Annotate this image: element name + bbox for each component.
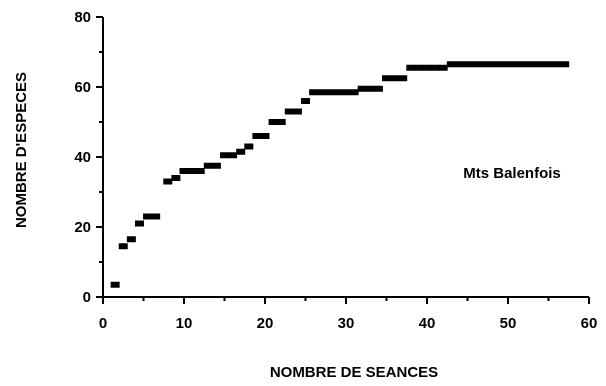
data-point: [317, 89, 327, 96]
data-point: [438, 64, 448, 71]
y-tick-label: 80: [74, 9, 91, 26]
data-point: [244, 143, 254, 150]
x-axis-title: NOMBRE DE SEANCES: [270, 364, 438, 381]
data-point: [276, 119, 286, 125]
data-point: [454, 61, 464, 68]
data-point: [203, 162, 213, 169]
data-point: [560, 61, 570, 68]
data-point: [487, 61, 497, 68]
data-point: [195, 168, 205, 174]
data-point: [171, 175, 181, 181]
data-point: [110, 281, 120, 288]
data-point: [511, 61, 521, 68]
x-tick-label: 20: [257, 315, 274, 332]
site-annotation: Mts Balenfois: [463, 165, 561, 182]
data-point: [495, 61, 505, 68]
data-point: [463, 61, 472, 68]
data-point: [552, 61, 562, 68]
data-point: [349, 89, 359, 96]
data-point: [479, 61, 489, 68]
data-point: [292, 108, 302, 115]
data-point: [236, 148, 246, 155]
data-point: [357, 85, 367, 92]
data-point: [179, 168, 189, 174]
data-point: [341, 89, 351, 96]
data-point: [422, 64, 432, 71]
y-tick-label: 60: [74, 79, 91, 96]
data-point: [333, 89, 343, 96]
x-ticks: 0 10 20 30 40 50 60: [99, 297, 598, 332]
x-tick-label: 50: [500, 315, 517, 332]
y-axis-title: NOMBRE D'ESPECES: [13, 72, 30, 228]
data-point: [118, 243, 128, 250]
axes: [102, 17, 589, 298]
x-tick-label: 0: [99, 315, 107, 332]
data-point: [414, 64, 424, 71]
y-tick-label: 20: [74, 219, 91, 236]
data-point: [260, 133, 270, 139]
data-point: [211, 162, 221, 169]
data-point: [544, 61, 553, 68]
x-tick-label: 10: [176, 315, 193, 332]
data-point: [163, 178, 173, 185]
data-point: [365, 85, 375, 92]
y-ticks: 0 20 40 60 80: [74, 9, 103, 306]
data-point: [390, 75, 400, 82]
data-point: [187, 168, 197, 174]
data-point: [430, 64, 440, 71]
data-point: [143, 213, 153, 220]
data-point: [446, 61, 456, 68]
y-tick-label: 40: [74, 149, 91, 166]
data-point: [284, 108, 294, 115]
data-point: [471, 61, 481, 68]
data-point: [268, 119, 278, 125]
data-point: [527, 61, 537, 68]
data-point: [503, 61, 513, 68]
x-tick-label: 40: [419, 315, 436, 332]
data-point: [373, 85, 383, 92]
data-point: [126, 236, 136, 243]
y-tick-label: 0: [83, 289, 91, 306]
data-point: [220, 152, 229, 159]
data-point: [325, 89, 335, 96]
data-point: [151, 213, 161, 220]
data-point: [301, 98, 310, 104]
x-tick-label: 30: [338, 315, 355, 332]
data-point: [134, 220, 144, 227]
data-point: [519, 61, 529, 68]
data-point: [252, 133, 262, 139]
data-point: [309, 89, 319, 96]
data-point: [382, 75, 391, 82]
data-point: [398, 75, 408, 82]
data-points: [110, 61, 570, 288]
data-point: [535, 61, 545, 68]
data-point: [228, 152, 238, 159]
data-point: [406, 64, 416, 71]
x-tick-label: 60: [581, 315, 598, 332]
